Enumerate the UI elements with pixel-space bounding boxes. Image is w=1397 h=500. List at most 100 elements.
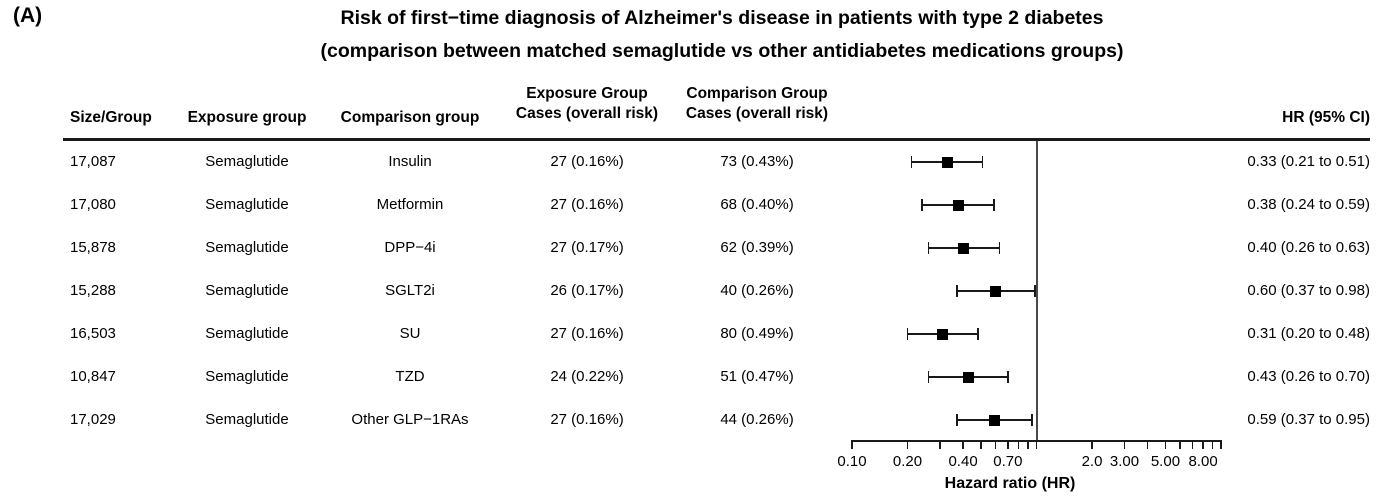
x-axis-tick	[962, 440, 964, 449]
x-axis-tick-label: 5.00	[1150, 453, 1181, 470]
x-axis-tick	[1202, 440, 1204, 449]
hr-point-marker	[990, 285, 1002, 297]
cell-exposure-cases: 27 (0.16%)	[550, 196, 624, 213]
ci-whisker-cap-low	[927, 242, 930, 254]
x-axis-title: Hazard ratio (HR)	[944, 475, 1076, 492]
cell-exposure-cases: 27 (0.16%)	[550, 411, 624, 428]
cell-exposure-group: Semaglutide	[205, 411, 289, 428]
ci-whisker-cap-low	[927, 371, 930, 383]
x-axis-tick	[1164, 440, 1167, 449]
column-header-size-group: Size/Group	[70, 109, 152, 126]
cell-exposure-cases: 26 (0.17%)	[550, 282, 624, 299]
cell-comparison-cases: 51 (0.47%)	[720, 368, 794, 385]
cell-exposure-cases: 24 (0.22%)	[550, 368, 624, 385]
cell-exposure-group: Semaglutide	[205, 282, 289, 299]
hr-point-marker	[953, 199, 965, 211]
ci-whisker-cap-low	[921, 199, 924, 211]
cell-comparison-cases: 62 (0.39%)	[720, 239, 794, 256]
cell-size-group: 10,847	[70, 368, 116, 385]
hr-point-marker	[957, 242, 969, 254]
x-axis-tick-label: 2.0	[1081, 453, 1103, 470]
cell-hr-ci: 0.43 (0.26 to 0.70)	[1247, 368, 1370, 385]
cell-size-group: 15,878	[70, 239, 116, 256]
ci-whisker-cap-high	[993, 199, 996, 211]
figure-title: Risk of first−time diagnosis of Alzheime…	[47, 2, 1397, 68]
ci-whisker-cap-high	[1031, 414, 1034, 426]
x-axis-tick	[1027, 440, 1029, 449]
cell-comparison-cases: 44 (0.26%)	[720, 411, 794, 428]
cell-comparison-group: DPP−4i	[384, 239, 436, 256]
x-axis-tick	[1179, 440, 1181, 449]
cell-comparison-cases: 40 (0.26%)	[720, 282, 794, 299]
cell-size-group: 15,288	[70, 282, 116, 299]
cell-hr-ci: 0.59 (0.37 to 0.95)	[1247, 411, 1370, 428]
cell-comparison-cases: 68 (0.40%)	[720, 196, 794, 213]
ci-whisker-cap-low	[910, 156, 913, 168]
x-axis-tick	[1191, 440, 1194, 449]
x-axis-tick	[939, 440, 941, 449]
header-rule	[63, 138, 1370, 141]
cell-comparison-group: Insulin	[388, 153, 432, 170]
x-axis-tick-label: 0.10	[837, 453, 867, 470]
cell-hr-ci: 0.31 (0.20 to 0.48)	[1247, 325, 1370, 342]
cell-comparison-cases: 80 (0.49%)	[720, 325, 794, 342]
ci-whisker-cap-high	[1007, 371, 1009, 383]
cell-comparison-cases: 73 (0.43%)	[720, 153, 794, 170]
column-header-hr-ci: HR (95% CI)	[1282, 109, 1370, 126]
x-axis-tick-label: 0.70	[993, 453, 1023, 470]
cell-hr-ci: 0.33 (0.21 to 0.51)	[1247, 153, 1370, 170]
cell-exposure-cases: 27 (0.16%)	[550, 153, 624, 170]
x-axis-tick	[1146, 440, 1149, 449]
cell-exposure-group: Semaglutide	[205, 325, 289, 342]
column-header-comparison-cases-line1: Comparison Group	[686, 85, 828, 102]
column-header-exposure-group: Exposure group	[187, 109, 307, 126]
cell-comparison-group: SGLT2i	[385, 282, 435, 299]
column-header-comparison-cases-line2: Cases (overall risk)	[685, 105, 829, 122]
x-axis-tick-label: 8.00	[1188, 453, 1218, 470]
column-header-exposure-cases-line2: Cases (overall risk)	[515, 105, 659, 122]
x-axis-tick	[851, 440, 853, 449]
x-axis-tick-label: 0.20	[892, 453, 923, 470]
cell-comparison-group: SU	[399, 325, 421, 342]
cell-exposure-group: Semaglutide	[205, 196, 289, 213]
x-axis-tick	[1007, 440, 1009, 449]
ci-whisker-cap-low	[955, 414, 958, 426]
cell-comparison-group: TZD	[395, 368, 425, 385]
x-axis-tick	[1123, 440, 1126, 449]
cell-hr-ci: 0.38 (0.24 to 0.59)	[1247, 196, 1370, 213]
cell-exposure-cases: 27 (0.17%)	[550, 239, 624, 256]
ci-whisker-cap-high	[976, 328, 979, 340]
column-header-comparison-cases: Comparison Group Cases (overall risk)	[657, 84, 857, 124]
cell-exposure-group: Semaglutide	[205, 239, 289, 256]
column-header-exposure-cases-line1: Exposure Group	[526, 85, 648, 102]
x-axis-tick	[1211, 440, 1214, 449]
x-axis-tick	[1091, 440, 1093, 449]
x-axis-tick-label: 3.00	[1109, 453, 1140, 470]
column-header-exposure-cases: Exposure Group Cases (overall risk)	[487, 84, 687, 124]
x-axis-tick	[994, 440, 997, 449]
cell-size-group: 17,087	[70, 153, 116, 170]
hr-point-marker	[963, 371, 975, 383]
figure-title-line1: Risk of first−time diagnosis of Alzheime…	[340, 7, 1104, 29]
ci-whisker-cap-low	[906, 328, 909, 340]
hr-point-marker	[988, 414, 1000, 426]
x-axis-tick	[1220, 440, 1222, 449]
x-axis-tick	[980, 440, 982, 449]
cell-comparison-group: Other GLP−1RAs	[351, 411, 469, 428]
cell-exposure-group: Semaglutide	[205, 368, 289, 385]
x-axis-tick	[906, 440, 909, 449]
cell-comparison-group: Metformin	[376, 196, 444, 213]
hr-point-marker	[937, 328, 949, 340]
cell-hr-ci: 0.60 (0.37 to 0.98)	[1247, 282, 1370, 299]
reference-line-hr-1	[1035, 141, 1038, 441]
ci-whisker-cap-low	[955, 285, 958, 297]
cell-size-group: 17,029	[70, 411, 116, 428]
cell-exposure-group: Semaglutide	[205, 153, 289, 170]
hr-point-marker	[942, 156, 954, 168]
cell-size-group: 16,503	[70, 325, 116, 342]
x-axis-tick	[1035, 440, 1038, 449]
figure-title-line2: (comparison between matched semaglutide …	[320, 40, 1124, 62]
panel-label: (A)	[13, 4, 43, 27]
ci-whisker-cap-high	[981, 156, 984, 168]
